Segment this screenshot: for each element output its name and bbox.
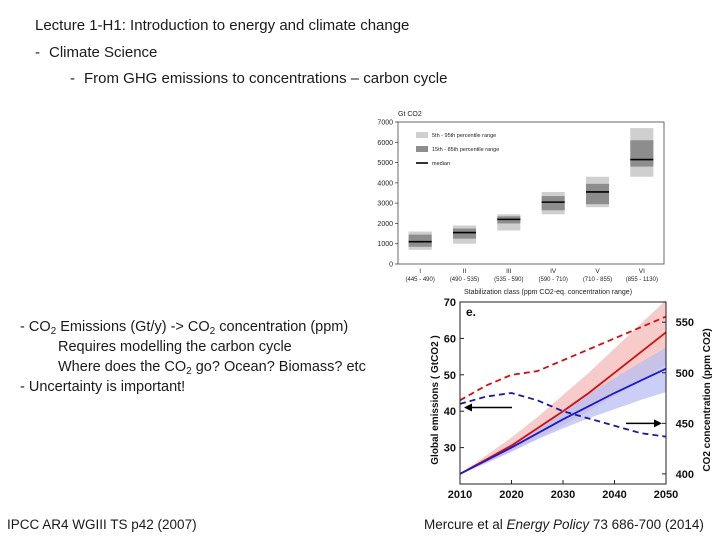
right-tick-label: 400 bbox=[676, 469, 694, 481]
subscript: 2 bbox=[50, 326, 57, 337]
lecture-heading: Lecture 1-H1: Introduction to energy and… bbox=[35, 17, 409, 34]
bullet-1-line-3-text: go? Ocean? Biomass? etc bbox=[191, 359, 366, 375]
box-15-85 bbox=[541, 196, 565, 211]
left-tick-label: 30 bbox=[444, 443, 456, 455]
outline-dash: - bbox=[70, 70, 75, 87]
left-tick-label: 60 bbox=[444, 333, 456, 345]
y-tick-label: 0 bbox=[389, 262, 393, 269]
bullet-1-text: concentration (ppm) bbox=[215, 319, 349, 335]
box-15-85 bbox=[452, 228, 477, 239]
citation-journal: Energy Policy bbox=[506, 517, 590, 532]
citation-author: Mercure et al bbox=[424, 517, 507, 532]
legend-label: 15th - 85th percentile range bbox=[432, 147, 499, 153]
legend-swatch bbox=[416, 146, 428, 152]
panel-label: e. bbox=[466, 305, 476, 319]
box-15-85 bbox=[630, 140, 654, 167]
box-15-85 bbox=[408, 234, 432, 247]
x-tick-label: VI bbox=[639, 268, 645, 275]
y-tick-label: 3000 bbox=[377, 201, 393, 208]
bullet-2-text: Uncertainty is important! bbox=[28, 379, 186, 395]
footer-right-citation: Mercure et al Energy Policy 73 686-700 (… bbox=[424, 517, 704, 532]
right-axis-arrowhead bbox=[654, 419, 662, 428]
lecture-code: Lecture 1-H1 bbox=[35, 17, 122, 34]
emissions-concentration-chart: 30 40 50 60 70 400 450 500 550 2010 2020 2030 2040 20… bbox=[430, 297, 713, 501]
x-tick-range: (710 - 855) bbox=[583, 277, 612, 283]
legend-swatch bbox=[416, 132, 428, 138]
box-15-85 bbox=[585, 183, 610, 205]
right-tick-label: 500 bbox=[676, 368, 694, 380]
x-tick-label: I bbox=[419, 268, 421, 275]
x-axis-label: Stabilization class (ppm CO2-eq. concent… bbox=[464, 289, 632, 296]
legend-label: 5th - 95th percentile range bbox=[432, 133, 496, 139]
left-tick-label: 70 bbox=[444, 297, 456, 309]
x-tick-label: III bbox=[506, 268, 512, 275]
y-tick-label: 1000 bbox=[377, 241, 393, 248]
x-tick-label: 2030 bbox=[551, 489, 575, 501]
left-tick-label: 50 bbox=[444, 370, 456, 382]
x-tick-label: 2040 bbox=[602, 489, 626, 501]
plot-frame bbox=[397, 121, 665, 265]
bullet-1-line-3-text: Where does the CO bbox=[58, 359, 187, 375]
subscript: 2 bbox=[209, 326, 216, 337]
outline-level2-text: From GHG emissions to concentrations – c… bbox=[84, 70, 448, 87]
outline-level2: - From GHG emissions to concentrations – … bbox=[70, 70, 447, 87]
bullet-1-line-2: Requires modelling the carbon cycle bbox=[58, 339, 292, 355]
right-tick-label: 550 bbox=[676, 317, 694, 329]
subscript: 2 bbox=[186, 366, 192, 377]
bullet-dash: - bbox=[20, 379, 25, 395]
x-tick-range: (855 - 1130) bbox=[626, 277, 658, 283]
bullet-dash: - bbox=[20, 319, 25, 335]
bullet-1-line-3: Where does the CO2 go? Ocean? Biomass? e… bbox=[58, 359, 366, 377]
x-tick-range: (490 - 535) bbox=[450, 277, 479, 283]
legend-label: median bbox=[432, 161, 450, 167]
outline-dash: - bbox=[35, 44, 40, 61]
x-tick-label: V bbox=[595, 268, 600, 275]
y-tick-label: 6000 bbox=[377, 140, 393, 147]
x-tick-label: II bbox=[463, 268, 467, 275]
y-tick-label: 4000 bbox=[377, 180, 393, 187]
y-axis-label: Gt CO2 bbox=[398, 111, 422, 118]
x-tick-label: IV bbox=[550, 268, 557, 275]
x-tick-label: 2010 bbox=[448, 489, 472, 501]
citation-ref: 73 686-700 (2014) bbox=[589, 517, 704, 532]
y-tick-label: 5000 bbox=[377, 160, 393, 167]
lecture-topic: : Introduction to energy and climate cha… bbox=[121, 17, 410, 34]
x-tick-range: (590 - 710) bbox=[538, 277, 567, 283]
bullet-2: - Uncertainty is important! bbox=[20, 379, 185, 395]
ipcc-stabilization-chart: Gt CO2 0 1000 2000 3000 4000 5000 6000 7000 I (44… bbox=[377, 111, 665, 296]
right-tick-label: 450 bbox=[676, 418, 694, 430]
x-tick-range: (445 - 490) bbox=[405, 277, 434, 283]
emissions-high-line bbox=[459, 315, 667, 402]
x-tick-range: (535 - 590) bbox=[494, 277, 523, 283]
emissions-low-line bbox=[459, 392, 667, 438]
bullet-1-text: Emissions (Gt/y) -> CO bbox=[56, 319, 210, 335]
bullet-1-text: CO bbox=[28, 319, 51, 335]
outline-level1: - Climate Science bbox=[35, 44, 157, 61]
y-tick-label: 7000 bbox=[377, 120, 393, 127]
y-tick-label: 2000 bbox=[377, 221, 393, 228]
outline-level1-text: Climate Science bbox=[49, 44, 158, 61]
x-tick-label: 2050 bbox=[654, 489, 678, 501]
left-tick-label: 40 bbox=[444, 406, 456, 418]
bullet-1: - CO2 Emissions (Gt/y) -> CO2 concentrat… bbox=[20, 319, 348, 337]
concentration-high-line bbox=[459, 331, 667, 475]
left-axis-label: Global emissions ( GtCO2 ) bbox=[430, 335, 441, 464]
left-axis-arrowhead bbox=[464, 403, 472, 412]
concentration-low-line bbox=[459, 367, 667, 475]
x-tick-label: 2020 bbox=[499, 489, 523, 501]
footer-left-citation: IPCC AR4 WGIII TS p42 (2007) bbox=[7, 517, 197, 532]
right-axis-label: CO2 concentration (ppm CO2) bbox=[702, 328, 713, 471]
